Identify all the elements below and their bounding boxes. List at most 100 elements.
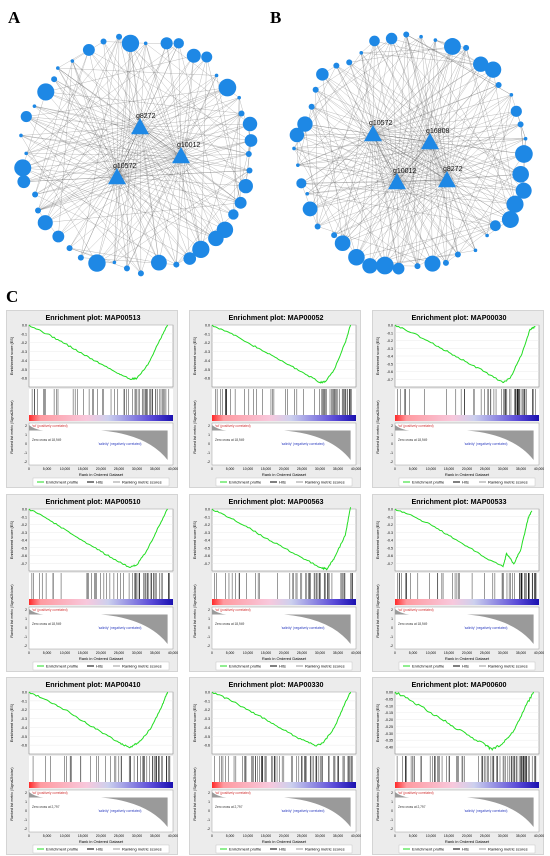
x-tick-label: 35,000 [150, 834, 160, 838]
metric-tick-label: -2 [390, 827, 393, 831]
legend-entry: Ranking metric scores [488, 664, 528, 669]
hits-panel [212, 389, 356, 415]
es-tick-label: -0.6 [204, 554, 210, 558]
ranking-color-bar [29, 782, 173, 788]
metric-tick-label: 0 [391, 626, 393, 630]
negative-correlation-label: 'salinity' (negatively correlated) [464, 626, 507, 630]
x-axis-label: Rank in Ordered Dataset [79, 839, 124, 844]
es-tick-label: 0.0 [205, 324, 210, 328]
network-node [297, 116, 312, 131]
x-axis-label: Rank in Ordered Dataset [445, 656, 490, 661]
es-tick-label: 0.0 [22, 508, 27, 512]
positive-correlation-label: 'wt' (positively correlated) [398, 424, 434, 428]
network-node [424, 256, 440, 272]
es-axis-label: Enrichment score (ES) [376, 336, 380, 375]
network-node [215, 74, 219, 78]
ranking-color-bar [29, 415, 173, 421]
ranking-color-bar [29, 599, 173, 605]
metric-tick-label: -2 [207, 460, 210, 464]
es-tick-label: -0.5 [21, 368, 27, 372]
es-tick-label: -0.2 [21, 523, 27, 527]
metric-tick-label: -1 [24, 818, 27, 822]
metric-tick-label: -1 [24, 635, 27, 639]
legend-entry: Enrichment profile [412, 664, 445, 669]
es-tick-label: -0.1 [204, 332, 210, 336]
network-node [51, 76, 57, 82]
metric-tick-label: -2 [207, 644, 210, 648]
es-axis-label: Enrichment score (ES) [10, 336, 14, 375]
legend-entry: Enrichment profile [412, 480, 445, 485]
x-tick-label: 25,000 [114, 651, 124, 655]
network-node [496, 82, 502, 88]
legend-entry: Ranking metric scores [305, 480, 345, 485]
plot-title: Enrichment plot: MAP00600 [411, 680, 506, 689]
x-tick-label: 35,000 [516, 651, 526, 655]
x-tick-label: 40,000 [168, 834, 178, 838]
legend-entry: Ranking metric scores [488, 480, 528, 485]
network-node [485, 62, 501, 78]
x-tick-label: 5,000 [226, 467, 235, 471]
network-node [71, 59, 75, 63]
negative-correlation-label: 'salinity' (negatively correlated) [464, 809, 507, 813]
es-tick-label: -0.3 [204, 350, 210, 354]
es-axis-label: Enrichment score (ES) [10, 520, 14, 559]
x-tick-label: 0 [28, 467, 30, 471]
es-tick-label: -0.2 [387, 339, 393, 343]
metric-axis-label: Ranked list metric (Signal2Noise) [10, 767, 14, 820]
legend-entry: Hits [96, 480, 103, 485]
es-tick-label: -0.5 [387, 362, 393, 366]
es-tick-label: -0.3 [387, 531, 393, 535]
network-node [518, 121, 524, 127]
x-tick-label: 30,000 [315, 651, 325, 655]
es-tick-label: -0.1 [204, 515, 210, 519]
network-node [138, 270, 144, 276]
legend-entry: Hits [462, 480, 469, 485]
es-axis-label: Enrichment score (ES) [193, 520, 197, 559]
network-node [335, 235, 351, 251]
es-tick-label: -0.2 [21, 708, 27, 712]
es-axis-label: Enrichment score (ES) [193, 336, 197, 375]
network-node [348, 249, 365, 266]
x-tick-label: 15,000 [261, 834, 271, 838]
network-node [237, 96, 241, 100]
network-node [187, 49, 201, 63]
metric-tick-label: -2 [24, 644, 27, 648]
metric-tick-label: -1 [390, 451, 393, 455]
plot-title: Enrichment plot: MAP00030 [411, 313, 506, 322]
plot-title: Enrichment plot: MAP00533 [411, 497, 506, 506]
metric-axis-label: Ranked list metric (Signal2Noise) [193, 584, 197, 637]
network-node [144, 41, 148, 45]
metric-tick-label: 0 [25, 442, 27, 446]
es-tick-label: -0.05 [385, 697, 393, 701]
network-node [303, 202, 318, 217]
es-tick-label: -0.3 [21, 531, 27, 535]
ranking-color-bar [395, 415, 539, 421]
legend-entry: Ranking metric scores [488, 847, 528, 852]
metric-tick-label: 0 [391, 809, 393, 813]
x-tick-label: 15,000 [444, 467, 454, 471]
es-tick-label: -0.1 [21, 515, 27, 519]
x-tick-label: 35,000 [150, 651, 160, 655]
es-tick-label: -0.7 [387, 378, 393, 382]
negative-correlation-label: 'salinity' (negatively correlated) [281, 809, 324, 813]
network-node [151, 255, 167, 271]
metric-tick-label: 2 [208, 791, 210, 795]
x-tick-label: 5,000 [43, 651, 52, 655]
x-tick-label: 40,000 [351, 467, 361, 471]
network-node [201, 51, 212, 62]
positive-correlation-label: 'wt' (positively correlated) [215, 424, 251, 428]
metric-tick-label: 0 [25, 626, 27, 630]
es-axis-label: Enrichment score (ES) [376, 520, 380, 559]
negative-correlation-label: 'salinity' (negatively correlated) [98, 626, 141, 630]
network-node [346, 59, 352, 65]
metric-tick-label: 1 [25, 433, 27, 437]
network-node [161, 37, 173, 49]
network-node [101, 39, 107, 45]
x-tick-label: 5,000 [409, 651, 418, 655]
network-node [246, 151, 252, 157]
metric-tick-label: 1 [25, 800, 27, 804]
